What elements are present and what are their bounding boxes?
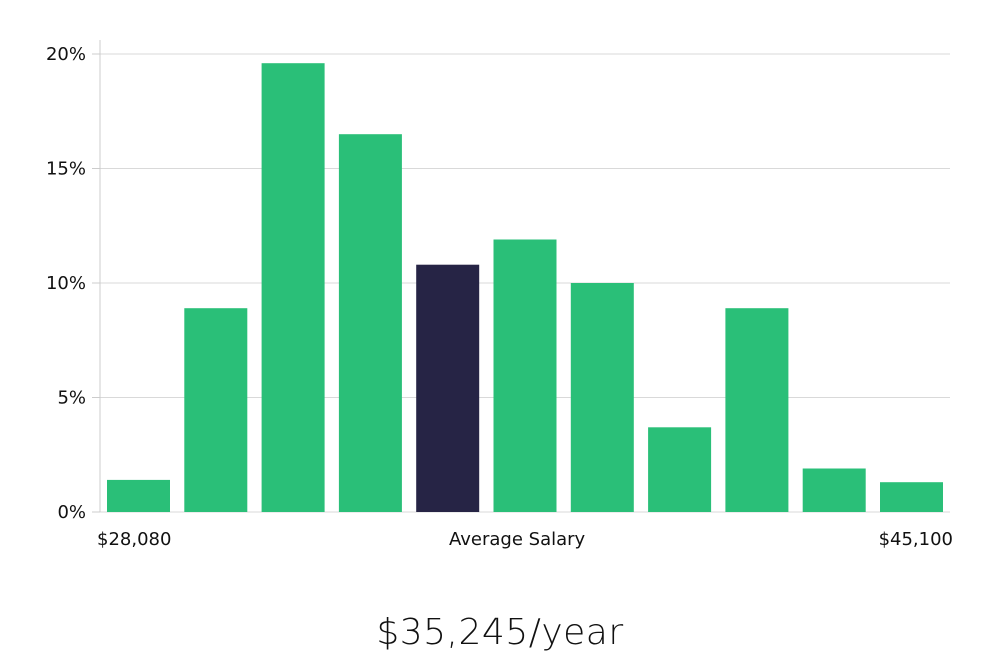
y-tick-label: 5%: [57, 388, 86, 409]
bar: [261, 63, 325, 512]
salary-histogram: 0% 5% 10% 15% 20%: [46, 40, 950, 523]
y-tick-label: 20%: [46, 44, 86, 65]
bar: [648, 427, 712, 512]
bar: [725, 308, 789, 512]
bar: [107, 479, 170, 512]
y-tick-label: 10%: [46, 273, 86, 294]
bar-average-salary: [416, 264, 480, 512]
x-max-label: $45,100: [878, 529, 953, 550]
bar: [184, 308, 248, 512]
x-center-label: Average Salary: [449, 529, 586, 550]
bars: [107, 63, 943, 512]
y-axis-ticks: 0% 5% 10% 15% 20%: [46, 44, 100, 523]
y-tick-label: 0%: [57, 502, 86, 523]
average-salary-value: $35,245/year: [376, 612, 624, 653]
bar: [493, 239, 557, 512]
bar: [570, 283, 634, 512]
bar: [338, 134, 402, 512]
y-tick-label: 15%: [46, 159, 86, 180]
bar: [802, 468, 866, 512]
x-min-label: $28,080: [97, 529, 172, 550]
bar: [880, 482, 943, 512]
